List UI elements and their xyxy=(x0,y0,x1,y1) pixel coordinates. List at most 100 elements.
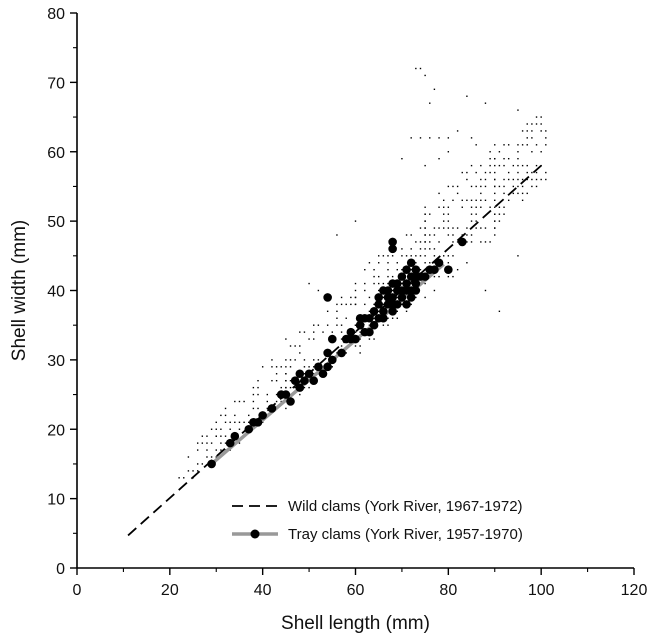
wild-point xyxy=(498,310,501,313)
wild-point xyxy=(275,373,278,375)
wild-point xyxy=(424,227,426,229)
tray-point xyxy=(337,348,346,358)
wild-point xyxy=(220,428,222,430)
wild-point xyxy=(313,359,315,361)
wild-point xyxy=(359,345,361,347)
wild-point xyxy=(484,289,487,292)
wild-point xyxy=(503,192,505,195)
wild-point xyxy=(354,345,357,347)
wild-point xyxy=(503,164,505,167)
wild-point xyxy=(475,144,477,146)
wild-point xyxy=(535,185,538,188)
wild-point xyxy=(442,220,445,222)
wild-point xyxy=(429,241,431,243)
wild-point xyxy=(461,234,463,236)
wild-point xyxy=(442,255,445,257)
tray-point xyxy=(267,404,277,413)
tray-point xyxy=(397,272,407,281)
wild-point xyxy=(252,407,255,410)
tray-point xyxy=(388,244,397,254)
wild-point xyxy=(442,206,445,208)
wild-point xyxy=(401,282,403,285)
tray-point xyxy=(379,307,388,316)
wild-point xyxy=(229,421,231,424)
wild-point xyxy=(364,282,366,285)
tray-point xyxy=(388,293,397,302)
wild-point xyxy=(526,144,528,146)
wild-point xyxy=(484,185,487,188)
wild-point xyxy=(266,393,269,396)
wild-point xyxy=(498,206,501,208)
wild-point xyxy=(429,262,431,264)
wild-point xyxy=(336,310,338,313)
y-tick-label-60: 60 xyxy=(47,145,65,162)
wild-point xyxy=(382,324,385,326)
wild-point xyxy=(308,338,310,340)
wild-point xyxy=(257,386,259,389)
x-tick-label-80: 80 xyxy=(439,582,457,599)
wild-point xyxy=(196,449,199,451)
wild-point xyxy=(545,144,547,146)
wild-point xyxy=(475,227,477,229)
wild-point xyxy=(401,157,403,160)
wild-point xyxy=(466,241,468,243)
wild-point xyxy=(401,268,403,271)
wild-point xyxy=(470,220,473,222)
tray-point xyxy=(383,286,393,295)
wild-point xyxy=(433,262,436,264)
wild-point xyxy=(410,282,412,285)
tray-point xyxy=(369,307,379,316)
wild-point xyxy=(438,275,440,278)
wild-point xyxy=(419,137,422,139)
wild-point xyxy=(526,178,528,181)
x-tick-label-100: 100 xyxy=(528,582,555,599)
tray-point xyxy=(309,376,319,385)
wild-point xyxy=(378,310,380,313)
wild-point xyxy=(442,213,445,215)
wild-point xyxy=(424,262,426,264)
wild-point xyxy=(419,255,422,257)
wild-point xyxy=(196,463,199,465)
wild-point xyxy=(480,241,482,243)
tray-point xyxy=(430,265,439,274)
x-tick-label-60: 60 xyxy=(347,582,365,599)
wild-point xyxy=(489,157,491,160)
wild-point xyxy=(387,324,389,326)
wild-point xyxy=(531,137,533,139)
wild-point xyxy=(540,164,542,167)
wild-point xyxy=(396,296,398,299)
wild-point xyxy=(452,275,454,278)
wild-point xyxy=(280,400,282,403)
tray-point xyxy=(327,334,337,344)
wild-point xyxy=(521,144,524,146)
tray-point xyxy=(304,369,314,379)
wild-point xyxy=(285,338,287,340)
wild-point xyxy=(475,171,477,174)
wild-point xyxy=(331,331,333,333)
wild-point xyxy=(521,164,524,167)
wild-point xyxy=(391,255,394,257)
wild-point xyxy=(317,324,320,326)
wild-point xyxy=(433,248,436,250)
wild-point xyxy=(317,359,320,361)
wild-point xyxy=(535,164,538,167)
tray-point xyxy=(290,376,300,385)
wild-point xyxy=(484,241,487,243)
tray-point xyxy=(253,418,263,427)
wild-point xyxy=(224,414,227,417)
wild-point xyxy=(368,310,371,313)
wild-point xyxy=(429,213,431,215)
wild-point xyxy=(220,449,222,451)
wild-point xyxy=(196,442,199,444)
wild-point xyxy=(192,470,194,472)
y-axis-ticks: 0 10 20 30 40 50 60 70 80 xyxy=(47,6,77,578)
wild-point xyxy=(447,151,450,153)
wild-point xyxy=(215,435,217,437)
wild-point xyxy=(466,95,468,97)
wild-point xyxy=(340,324,343,326)
wild-point xyxy=(517,171,519,174)
wild-point xyxy=(378,289,380,292)
wild-point xyxy=(396,310,398,313)
tray-point xyxy=(411,279,421,288)
wild-point xyxy=(503,185,505,188)
